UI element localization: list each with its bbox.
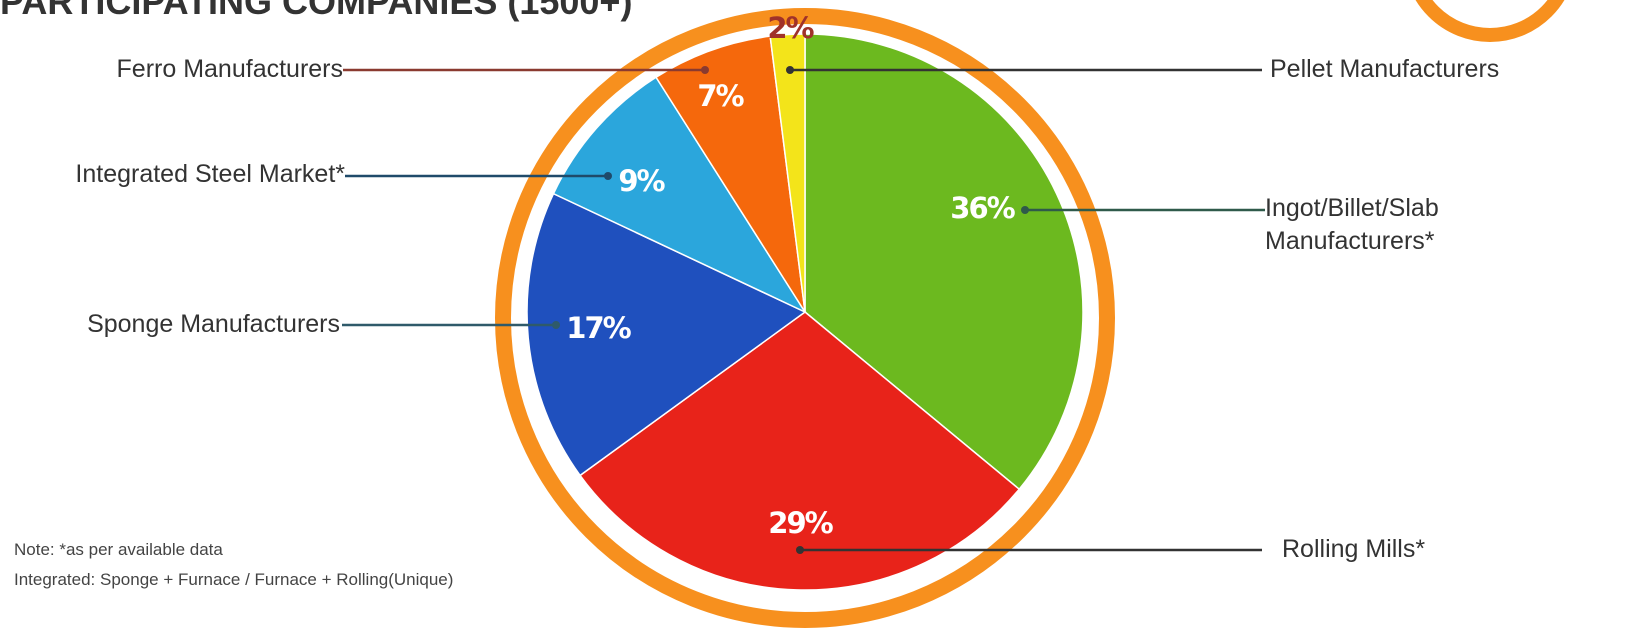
decor-ring: [1415, 0, 1565, 42]
pie-slice: [769, 33, 806, 313]
pie-slice: [552, 76, 808, 314]
leader-dot: [701, 66, 709, 74]
pie-slice: [526, 192, 807, 477]
category-label: Pellet Manufacturers: [1270, 55, 1500, 83]
leader-dot: [552, 321, 560, 329]
category-label: Sponge Manufacturers: [87, 310, 340, 338]
category-label: Ingot/Billet/Slab Manufacturers*: [1265, 194, 1439, 255]
pie-slice: [655, 35, 806, 313]
category-label: Integrated Steel Market*: [75, 160, 345, 188]
pie-slice: [579, 311, 1021, 591]
value-label: 9%: [618, 164, 665, 198]
leader-dot: [1021, 206, 1029, 214]
leader-dot: [604, 172, 612, 180]
note: Integrated: Sponge + Furnace / Furnace +…: [14, 570, 454, 589]
value-label: 7%: [697, 79, 744, 113]
value-label: 2%: [767, 11, 814, 45]
leaders: [342, 66, 1265, 554]
outer-ring: [495, 8, 1115, 628]
category-label: Ferro Manufacturers: [116, 55, 343, 83]
slices: [526, 33, 1084, 591]
category-label: Rolling Mills*: [1282, 535, 1426, 563]
value-label: 36%: [950, 191, 1015, 225]
note: Note: *as per available data: [14, 540, 223, 559]
value-label: 17%: [566, 311, 631, 345]
leader-dot: [796, 546, 804, 554]
pie-slice: [804, 33, 1084, 491]
chart-title: PARTICIPATING COMPANIES (1500+): [0, 0, 632, 22]
value-label: 29%: [768, 506, 833, 540]
leader-dot: [786, 66, 794, 74]
value-labels: 36% 29% 17% 9% 7% 2%: [566, 11, 1017, 540]
